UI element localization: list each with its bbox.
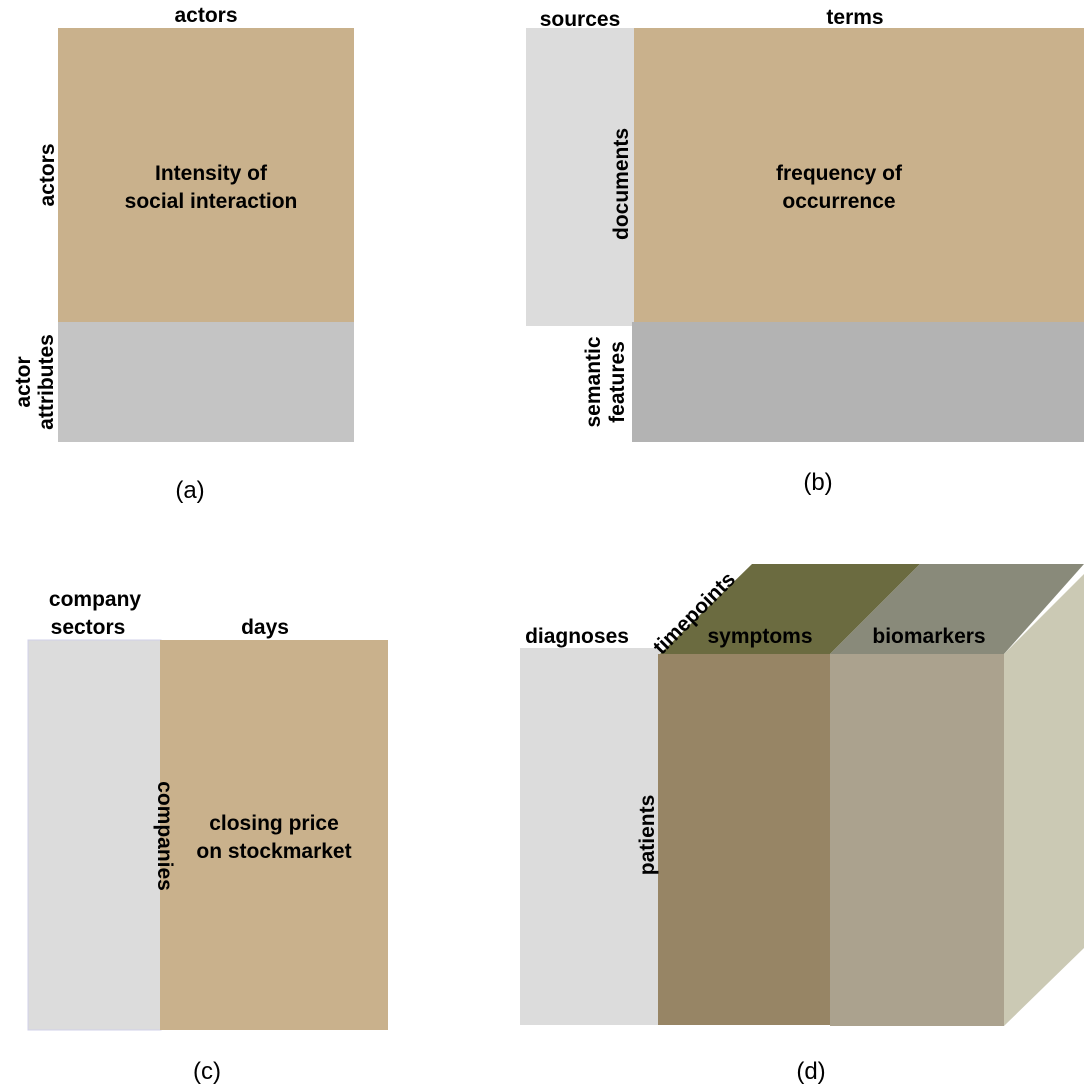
panel-b-sources-label: sources bbox=[540, 8, 621, 31]
panel-d-symptoms-label: symptoms bbox=[707, 625, 812, 648]
panel-b-center-line1: frequency of bbox=[776, 162, 903, 185]
panel-a-attributes-label-line2: attributes bbox=[35, 334, 58, 430]
panel-c-sectors-label-line2: sectors bbox=[51, 616, 126, 639]
panel-d-patients-label: patients bbox=[636, 795, 659, 876]
panel-c-caption: (c) bbox=[193, 1058, 221, 1085]
panel-a-center-line2: social interaction bbox=[125, 190, 298, 213]
panel-d: diagnoses timepoints symptoms biomarkers… bbox=[520, 564, 1084, 1085]
panel-c-center-line1: closing price bbox=[209, 812, 339, 835]
panel-b-caption: (b) bbox=[803, 469, 832, 496]
panel-a-center-line1: Intensity of bbox=[155, 162, 268, 185]
panel-b-center-line2: occurrence bbox=[782, 190, 895, 213]
panel-c-price-block bbox=[160, 640, 388, 1030]
panel-d-biomarkers-label: biomarkers bbox=[872, 625, 985, 648]
panel-a-top-label: actors bbox=[174, 4, 237, 27]
panel-d-biomarkers-top-face bbox=[830, 564, 1084, 654]
panel-c-companies-label: companies bbox=[153, 781, 176, 891]
panel-a-attributes-label-line1: actor bbox=[12, 356, 35, 407]
panel-c-days-label: days bbox=[241, 616, 289, 639]
panel-c-center-line2: on stockmarket bbox=[196, 840, 351, 863]
panel-d-diagnoses-label: diagnoses bbox=[525, 625, 629, 648]
panel-b-terms-label: terms bbox=[826, 6, 883, 29]
panel-d-caption: (d) bbox=[796, 1058, 825, 1085]
panel-b-frequency-block bbox=[634, 28, 1084, 322]
panel-d-symptoms-top-face bbox=[660, 564, 920, 654]
panel-b-sources-block bbox=[526, 28, 634, 326]
panel-c-sectors-block bbox=[27, 639, 162, 1031]
panel-b-features-block bbox=[632, 322, 1084, 442]
panel-c: company sectors days companies closing p… bbox=[27, 588, 388, 1085]
panel-a-left-label: actors bbox=[36, 143, 59, 206]
panel-d-biomarkers-block bbox=[830, 654, 1004, 1026]
panel-b-documents-label: documents bbox=[610, 128, 633, 240]
panel-a-caption: (a) bbox=[175, 477, 204, 504]
panel-b-features-label-line1: semantic bbox=[582, 336, 605, 427]
panel-d-side-face bbox=[1004, 574, 1084, 1026]
panel-d-symptoms-block bbox=[658, 654, 830, 1025]
panel-a-attributes-block bbox=[58, 322, 354, 442]
panel-a-interaction-block bbox=[58, 28, 354, 322]
panel-b: sources terms documents semantic feature… bbox=[526, 6, 1084, 496]
panel-c-sectors-label-line1: company bbox=[49, 588, 142, 611]
panel-a: actors actors actor attributes Intensity… bbox=[12, 4, 354, 504]
panel-d-diagnoses-block bbox=[520, 648, 660, 1025]
panel-b-features-label-line2: features bbox=[606, 341, 629, 423]
